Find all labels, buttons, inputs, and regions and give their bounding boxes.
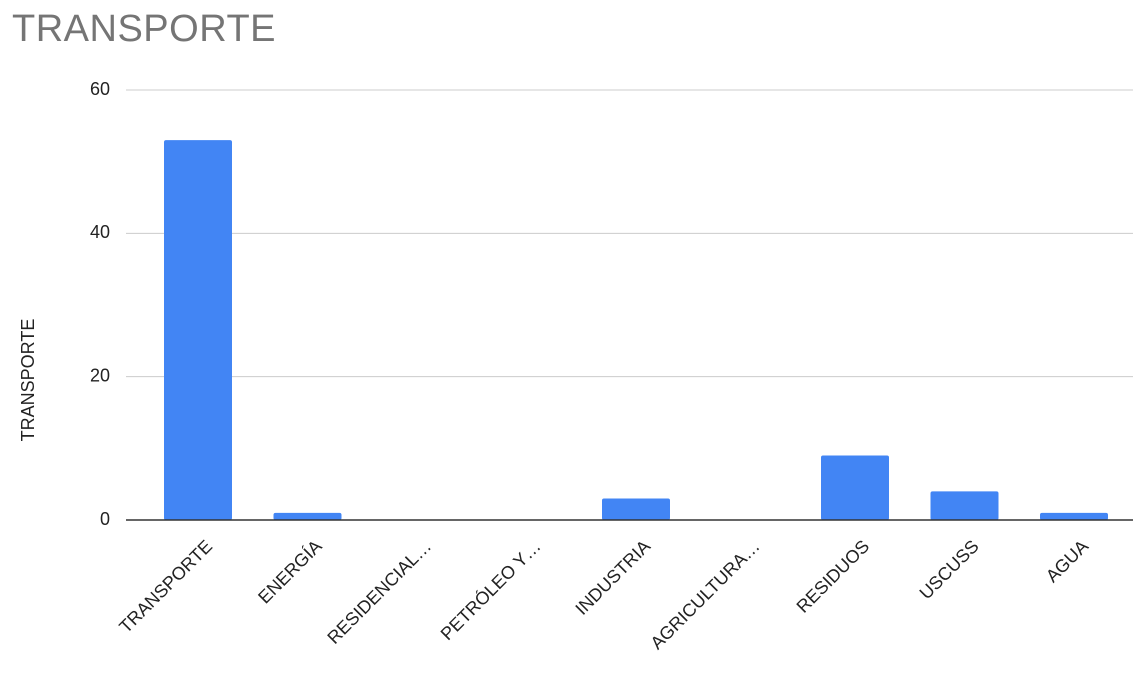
bar-6 bbox=[821, 455, 889, 520]
y-tick-label: 20 bbox=[90, 365, 110, 385]
y-tick-label: 40 bbox=[90, 222, 110, 242]
bar-4 bbox=[602, 498, 670, 520]
x-category-label: ENERGÍA bbox=[254, 536, 325, 607]
bar-7 bbox=[930, 491, 999, 520]
y-axis-label: TRANSPORTE bbox=[18, 319, 38, 442]
bar-1 bbox=[273, 512, 342, 520]
x-category-label: INDUSTRIA bbox=[571, 536, 654, 619]
chart-title: TRANSPORTE bbox=[12, 8, 277, 50]
x-category-label: USCUSS bbox=[916, 536, 983, 603]
y-tick-labels: 0 20 40 60 bbox=[90, 79, 110, 529]
x-category-label: TRANSPORTE bbox=[115, 536, 216, 637]
bars bbox=[164, 140, 1108, 520]
x-category-label: PETRÓLEO Y… bbox=[436, 535, 545, 644]
bar-8 bbox=[1040, 512, 1108, 520]
gridlines bbox=[126, 89, 1133, 378]
y-tick-label: 0 bbox=[100, 509, 110, 529]
bar-0 bbox=[164, 140, 232, 520]
x-category-label: RESIDUOS bbox=[793, 536, 874, 617]
x-category-label: AGRICULTURA… bbox=[647, 536, 764, 653]
x-category-label: RESIDENCIAL… bbox=[323, 536, 435, 648]
x-category-label: AGUA bbox=[1042, 536, 1092, 586]
y-tick-label: 60 bbox=[90, 79, 110, 99]
